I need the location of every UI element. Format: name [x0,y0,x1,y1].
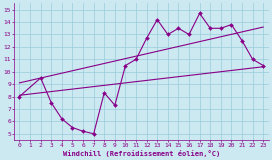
X-axis label: Windchill (Refroidissement éolien,°C): Windchill (Refroidissement éolien,°C) [63,150,220,156]
